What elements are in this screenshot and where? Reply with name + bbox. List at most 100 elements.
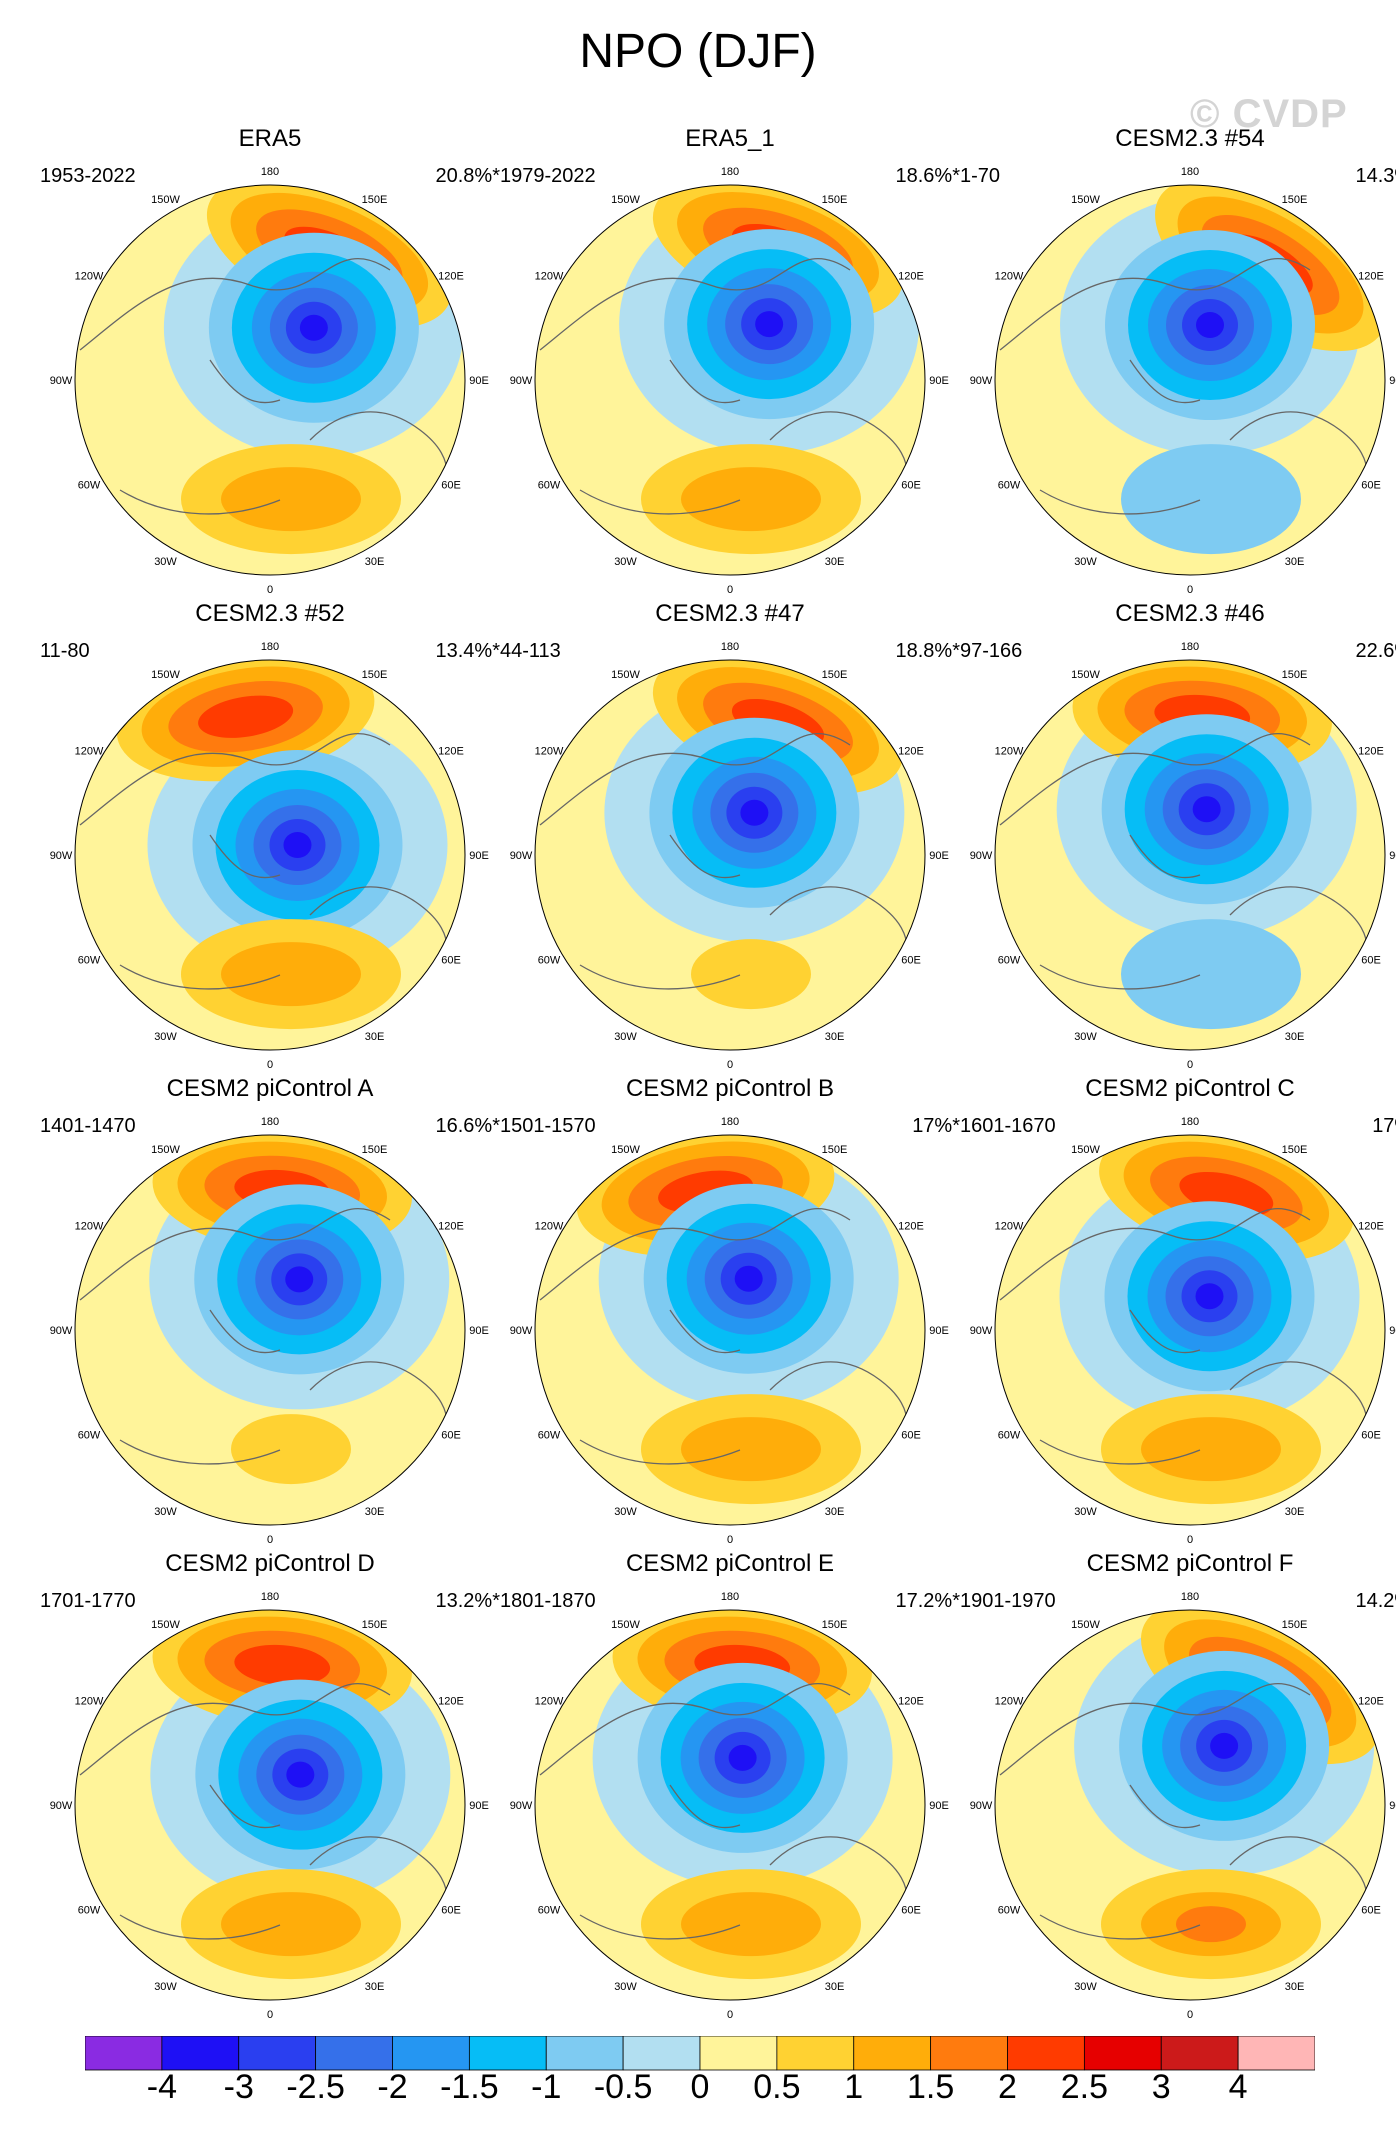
- longitude-label: 90E: [469, 1800, 489, 1812]
- panel-years: 1801-1870: [500, 1590, 596, 1612]
- longitude-label: 0: [267, 2009, 273, 2020]
- low-pressure-center: [192, 749, 403, 940]
- longitude-label: 60W: [78, 1430, 101, 1442]
- colorbar-tick-label: -4: [146, 2068, 177, 2106]
- colorbar-tick-label: 2: [998, 2068, 1017, 2106]
- longitude-label: 0: [267, 1534, 273, 1545]
- longitude-label: 150W: [1071, 194, 1100, 206]
- polar-map: 180 150E 120E 90E 60E 30E 0 30W 60W 90W 120W 150W: [50, 1116, 489, 1545]
- longitude-label: 120W: [995, 746, 1024, 758]
- longitude-label: 150E: [362, 194, 388, 206]
- low-pressure-center: [1105, 230, 1316, 421]
- longitude-label: 120E: [438, 271, 464, 283]
- colorbar-tick-label: 3: [1151, 2068, 1171, 2106]
- longitude-label: 60E: [441, 1905, 461, 1917]
- longitude-label: 0: [267, 1059, 273, 1070]
- colorbar-segment: [392, 2036, 470, 2071]
- colorbar-segment: [1083, 2036, 1162, 2071]
- low-pressure-center: [643, 1183, 854, 1374]
- colorbar-tick-label: 1.5: [906, 2068, 955, 2106]
- longitude-label: 120W: [995, 1696, 1024, 1708]
- map-border: [994, 659, 1386, 1051]
- europe-anomaly: [1120, 919, 1301, 1030]
- longitude-label: 0: [1187, 2009, 1193, 2020]
- longitude-label: 60W: [78, 955, 101, 967]
- longitude-label: 30W: [1074, 1981, 1097, 1993]
- panel-variance-percent: 17%*: [1372, 1115, 1396, 1137]
- panel-variance-percent: 17%*: [912, 1115, 960, 1137]
- polar-map: 180 150E 120E 90E 60E 30E 0 30W 60W 90W 120W 150W: [970, 641, 1396, 1070]
- panel-variance-percent: 14.3%*: [1355, 165, 1396, 187]
- longitude-label: 120E: [1358, 271, 1384, 283]
- longitude-label: 150W: [1071, 1619, 1100, 1631]
- polar-map: 180 150E 120E 90E 60E 30E 0 30W 60W 90W 120W 150W: [970, 1591, 1396, 2020]
- europe-anomaly: [1100, 1869, 1321, 1980]
- longitude-label: 150E: [1282, 194, 1308, 206]
- longitude-label: 150E: [362, 1144, 388, 1156]
- longitude-label: 150E: [822, 669, 848, 681]
- polar-map: 180 150E 120E 90E 60E 30E 0 30W 60W 90W 120W 150W: [970, 1116, 1396, 1545]
- low-pressure-center: [1119, 1650, 1330, 1841]
- map-border: [74, 1134, 466, 1526]
- longitude-label: 150W: [611, 1619, 640, 1631]
- map-panel: CESM2 piControl F1901-197014.2%*180150E1…: [960, 1550, 1396, 2020]
- longitude-label: 90E: [469, 375, 489, 387]
- longitude-label: 150E: [822, 1619, 848, 1631]
- low-pressure-center: [195, 1679, 406, 1870]
- longitude-label: 120W: [535, 271, 564, 283]
- low-pressure-center: [1101, 714, 1312, 905]
- longitude-label: 120E: [1358, 1696, 1384, 1708]
- longitude-label: 60W: [998, 1430, 1021, 1442]
- longitude-label: 150E: [822, 194, 848, 206]
- longitude-label: 0: [1187, 584, 1193, 595]
- longitude-label: 90E: [1389, 1325, 1396, 1337]
- longitude-label: 30E: [1285, 1031, 1305, 1043]
- map-border: [994, 1609, 1386, 2001]
- europe-anomaly: [640, 1869, 861, 1980]
- longitude-label: 90E: [1389, 850, 1396, 862]
- longitude-label: 60E: [1361, 1430, 1381, 1442]
- longitude-label: 120W: [535, 1221, 564, 1233]
- panel-years: 1401-1470: [40, 1115, 136, 1137]
- map-panel: ERA5_1 1979-2022 18.6%* 180 150E 120E 90E 60E 30…: [500, 125, 960, 595]
- map-panel: CESM2 piControl B 1501-1570 17%* 180 150E 120…: [500, 1075, 960, 1545]
- longitude-label: 150E: [362, 1619, 388, 1631]
- figure-title: NPO (DJF): [579, 25, 817, 78]
- longitude-label: 60W: [538, 955, 561, 967]
- longitude-label: 0: [1187, 1059, 1193, 1070]
- polar-map: 180 150E 120E 90E 60E 30E 0 30W 60W 90W 120W 150W: [50, 641, 489, 1070]
- longitude-label: 120E: [898, 1696, 924, 1708]
- longitude-label: 180: [261, 1116, 279, 1128]
- longitude-label: 180: [721, 1116, 739, 1128]
- longitude-label: 60W: [538, 480, 561, 492]
- map-panel: CESM2.3 #52 11-80 13.4%* 180 150E 120E 90E 60E 3…: [40, 600, 500, 1070]
- europe-anomaly: [640, 1394, 861, 1505]
- map-panel: CESM2.3 #46 97-166 22.6%* 180 150E 120E 90E 60E…: [960, 600, 1396, 1070]
- colorbar-tick-label: 2.5: [1060, 2068, 1109, 2106]
- europe-anomaly: [1120, 444, 1301, 555]
- colorbar-segment: [699, 2036, 778, 2071]
- longitude-label: 120E: [898, 271, 924, 283]
- panel-title: ERA5: [238, 125, 302, 152]
- longitude-label: 150W: [151, 1619, 180, 1631]
- panel-title: ERA5_1: [685, 125, 775, 152]
- europe-anomaly: [180, 444, 401, 555]
- longitude-label: 30E: [365, 1031, 385, 1043]
- longitude-label: 150W: [1071, 1144, 1100, 1156]
- longitude-label: 180: [1181, 1591, 1199, 1603]
- map-panel: CESM2 piControl C 1601-1670 17%* 180 150E 120…: [960, 1075, 1396, 1545]
- longitude-label: 90E: [929, 1800, 949, 1812]
- longitude-label: 150W: [151, 194, 180, 206]
- longitude-label: 150E: [1282, 669, 1308, 681]
- polar-map: 180 150E 120E 90E 60E 30E 0 30W 60W 90W 120W 150W: [510, 1591, 949, 2020]
- longitude-label: 60E: [1361, 955, 1381, 967]
- map-border: [534, 1134, 926, 1526]
- colorbar-tick-label: -1: [531, 2068, 562, 2106]
- panel-years: 1901-1970: [960, 1590, 1056, 1612]
- longitude-label: 60W: [998, 955, 1021, 967]
- colorbar-tick-label: 4: [1228, 2068, 1248, 2106]
- longitude-label: 30E: [825, 1506, 845, 1518]
- colorbar-segment: [1160, 2036, 1239, 2071]
- polar-map: 180 150E 120E 90E 60E 30E 0 30W 60W 90W 120W 150W: [510, 166, 949, 595]
- panel-title: CESM2 piControl C: [1085, 1075, 1295, 1102]
